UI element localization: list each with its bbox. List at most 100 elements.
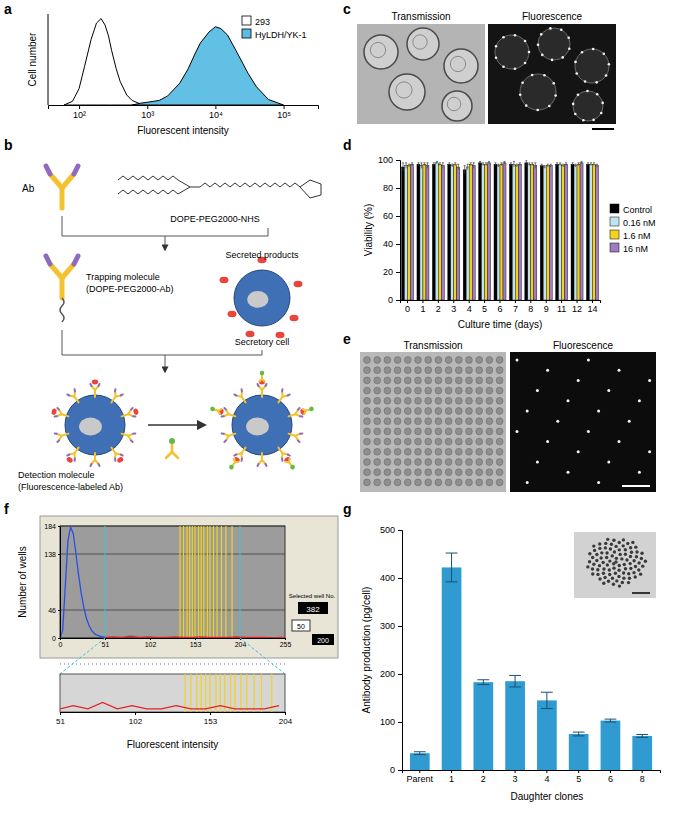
tick-label: 0 [59,641,63,648]
microwell [384,469,391,476]
fluorescent-spot [528,51,531,54]
tick-mark [215,105,216,109]
fluorescent-cell [577,379,580,382]
tick: 184 [44,523,60,530]
microwell [374,397,381,404]
error-bar [433,163,435,166]
tick-label: 10² [73,110,86,120]
antibody-part [262,379,265,382]
microwell [364,367,371,374]
tick: 153 [190,638,202,648]
bar [432,164,435,300]
bar [411,164,414,300]
bar [503,163,506,300]
microwell [476,408,483,415]
tick: 100 [380,717,402,727]
bar [451,166,454,300]
tick-label: 40 [383,239,393,249]
microwell [476,397,483,404]
fluorophore [169,438,175,444]
tick-label: 0 [388,295,393,305]
tick-mark [419,770,420,773]
image-label: Transmission [391,11,450,22]
tick: 1 [449,770,454,784]
tick-label: 6 [497,304,502,314]
colony-cell [640,557,643,560]
colony-cell [630,550,633,553]
value-box [292,620,310,631]
x-axis: 10²10³10⁴10⁵ [49,105,319,120]
fluorescent-spot [605,74,608,77]
linker [118,176,321,198]
colony-cell [624,548,627,551]
microwell [404,469,411,476]
microwell [415,428,422,435]
bar [589,164,592,300]
microwell [364,397,371,404]
antibody-part [258,464,259,466]
bar [417,164,420,300]
tick-label: 500 [380,525,395,535]
colony-cell [622,538,625,541]
microwell [415,387,422,394]
lipid-anchor [60,298,64,322]
fluorescent-cell [546,369,549,372]
nhs-ring [300,180,321,198]
tick-label: 6 [608,774,613,784]
tick-label: 3 [451,304,456,314]
colony-cell [602,572,605,575]
fluorescence-image [488,24,616,124]
panel-label: b [4,137,13,153]
tick-mark [285,638,286,640]
grid-line [60,526,285,527]
microwell [435,428,442,435]
tick: 4 [467,300,472,314]
tick-label: 11 [557,304,566,314]
lipid-tail [118,190,178,194]
microwell [404,397,411,404]
tick-label: 51 [56,717,65,726]
cell-image [495,35,529,69]
tick: 10⁵ [277,105,291,120]
fluorescent-spot [536,109,539,112]
microwell [404,428,411,435]
tick-mark [592,300,593,303]
bar [457,167,460,300]
error-bar [500,163,502,166]
tick-label: 1 [420,304,425,314]
tick-label: 102 [145,641,157,648]
error-bar [439,163,441,166]
surface-antibody [50,407,69,421]
antibody-part [266,384,267,386]
microwell [466,459,473,466]
antibody-part [218,408,221,411]
microwell [476,469,483,476]
nucleus [79,418,102,436]
bar [479,163,482,300]
x-axis: Parent1234568 [403,770,661,784]
microwell [425,387,432,394]
fluorescent-spot [531,74,534,77]
antibody-part [62,434,69,436]
tick: 80 [383,183,400,193]
microwell [466,428,473,435]
fluorescent-cell [618,369,621,372]
colony-cell [604,542,607,545]
fluorescent-cell [536,461,539,464]
colony-cell [644,560,647,563]
antibody-part [114,459,116,461]
microwell [404,479,411,486]
bar [442,567,462,770]
colony-cell [598,542,601,545]
tick: 7 [513,300,518,314]
microwell [496,367,503,374]
selected-well [254,674,255,712]
image-background [574,532,656,598]
detection-antibody [166,438,178,458]
plot-background [60,526,285,638]
secreted-product [228,311,237,317]
tick: 2 [481,770,486,784]
tick-mark [398,722,402,723]
surface-antibody [108,389,123,405]
transmission-image [357,24,485,124]
